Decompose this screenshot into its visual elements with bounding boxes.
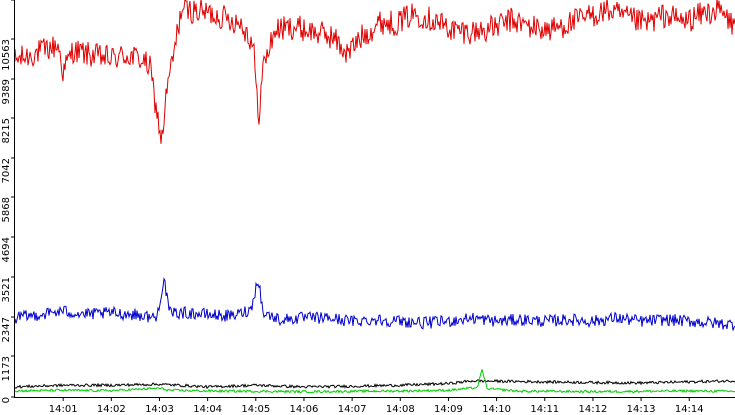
y-tick-label: 10563 (1, 39, 12, 71)
x-tick-label: 14:05 (241, 404, 270, 415)
x-tick-label: 14:02 (97, 404, 126, 415)
y-tick-label: 5868 (1, 197, 12, 222)
x-tick-label: 14:09 (434, 404, 463, 415)
y-tick-label: 1173 (1, 356, 12, 381)
series-line-1 (14, 0, 735, 144)
series-line-4 (14, 369, 735, 394)
y-tick-label: 9389 (1, 79, 12, 104)
y-tick-label: 4694 (1, 237, 12, 262)
x-tick-label: 14:11 (530, 404, 559, 415)
x-tick-label: 14:03 (145, 404, 174, 415)
x-axis: 14:01 14:02 14:03 14:04 14:05 14:06 14:07 14:08… (49, 397, 704, 415)
y-tick-label: 0 (1, 397, 12, 403)
y-tick-label: 2347 (1, 317, 12, 342)
series-layer (14, 0, 735, 394)
y-tick-label: 8215 (1, 118, 12, 143)
series-line-2 (14, 277, 735, 331)
y-tick-label: 3521 (1, 277, 12, 302)
series-line-3 (14, 378, 735, 390)
x-tick-label: 14:07 (338, 404, 367, 415)
x-tick-label: 14:12 (579, 404, 608, 415)
x-tick-label: 14:01 (49, 404, 78, 415)
x-tick-label: 14:14 (675, 404, 704, 415)
x-tick-label: 14:08 (386, 404, 415, 415)
y-axis: 0117323473521469458687042821593891056311… (1, 0, 15, 403)
y-tick-label: 7042 (1, 158, 12, 183)
x-tick-label: 14:06 (290, 404, 319, 415)
x-tick-label: 14:10 (482, 404, 511, 415)
x-tick-label: 14:04 (193, 404, 222, 415)
x-tick-label: 14:13 (627, 404, 656, 415)
